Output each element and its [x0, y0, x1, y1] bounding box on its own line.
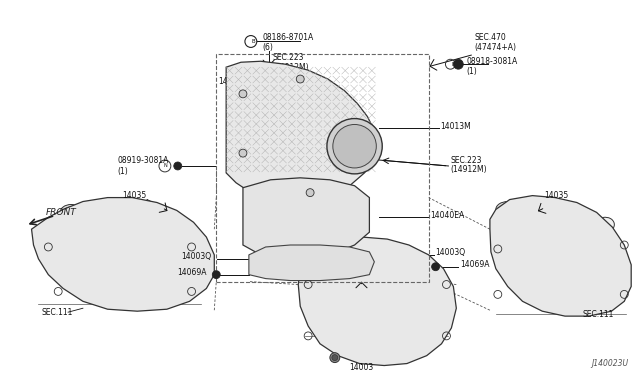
Circle shape [453, 59, 463, 69]
Ellipse shape [315, 254, 335, 270]
Ellipse shape [503, 217, 522, 233]
Text: N: N [163, 163, 167, 169]
Ellipse shape [378, 303, 397, 319]
Circle shape [332, 355, 338, 360]
Text: FRONT: FRONT [45, 208, 76, 217]
Circle shape [239, 90, 247, 98]
Ellipse shape [63, 207, 79, 218]
Text: (14912M): (14912M) [451, 166, 487, 174]
Ellipse shape [503, 267, 522, 283]
Circle shape [330, 353, 340, 363]
Ellipse shape [165, 219, 184, 235]
Ellipse shape [102, 219, 122, 235]
Text: 14003Q: 14003Q [436, 248, 466, 257]
Text: 08919-3081A: 08919-3081A [118, 155, 169, 164]
Ellipse shape [565, 217, 585, 233]
Ellipse shape [60, 205, 82, 220]
Ellipse shape [565, 267, 585, 283]
Ellipse shape [345, 303, 364, 319]
Text: SEC.223: SEC.223 [451, 155, 482, 164]
Polygon shape [243, 178, 369, 259]
Text: 14013M: 14013M [440, 122, 471, 131]
Text: SEC.470: SEC.470 [474, 33, 506, 42]
Circle shape [174, 162, 182, 170]
Polygon shape [490, 196, 631, 316]
Text: SEC.223: SEC.223 [273, 53, 304, 62]
Text: SEC.111: SEC.111 [42, 308, 73, 317]
Text: 08186-8701A: 08186-8701A [262, 33, 314, 42]
Circle shape [431, 263, 440, 271]
Circle shape [306, 189, 314, 196]
Circle shape [327, 119, 382, 174]
Ellipse shape [322, 252, 342, 274]
Ellipse shape [378, 254, 397, 270]
Text: 14003: 14003 [349, 363, 374, 372]
Text: (1): (1) [466, 67, 477, 76]
Ellipse shape [256, 202, 282, 243]
Text: (14912M): (14912M) [273, 62, 309, 72]
Text: B: B [252, 39, 255, 44]
Text: 14003Q: 14003Q [182, 252, 212, 262]
Polygon shape [31, 198, 214, 311]
Circle shape [239, 149, 247, 157]
Text: 14035: 14035 [122, 191, 147, 200]
Ellipse shape [595, 267, 614, 283]
Text: 14035: 14035 [544, 191, 568, 200]
Polygon shape [226, 61, 378, 202]
Ellipse shape [345, 254, 364, 270]
Ellipse shape [534, 267, 554, 283]
Ellipse shape [287, 202, 313, 243]
Circle shape [212, 271, 220, 279]
Bar [216, 54, 429, 282]
Circle shape [333, 125, 376, 168]
Ellipse shape [135, 264, 155, 280]
Polygon shape [249, 245, 374, 280]
Ellipse shape [73, 264, 93, 280]
Text: 14069A: 14069A [177, 268, 206, 277]
Text: (6): (6) [262, 43, 273, 52]
Ellipse shape [595, 217, 614, 233]
Text: 14040E: 14040E [294, 262, 323, 271]
Text: N: N [451, 62, 455, 67]
Text: J140023U: J140023U [591, 359, 628, 368]
Circle shape [296, 75, 304, 83]
Ellipse shape [407, 254, 427, 270]
Text: SEC.111: SEC.111 [583, 310, 614, 319]
Ellipse shape [73, 219, 93, 235]
Ellipse shape [319, 202, 345, 243]
Text: (1): (1) [118, 167, 128, 176]
Ellipse shape [496, 202, 520, 217]
Text: 14040EA: 14040EA [218, 77, 253, 86]
Ellipse shape [135, 219, 155, 235]
Ellipse shape [293, 252, 313, 274]
Ellipse shape [266, 252, 285, 274]
Text: 14040EA: 14040EA [431, 211, 465, 220]
Text: (47474+A): (47474+A) [474, 43, 516, 52]
Ellipse shape [102, 264, 122, 280]
Ellipse shape [165, 264, 184, 280]
Ellipse shape [315, 303, 335, 319]
Text: 14069A: 14069A [460, 260, 490, 269]
Ellipse shape [348, 252, 367, 274]
Ellipse shape [534, 217, 554, 233]
Polygon shape [298, 237, 456, 366]
Text: 08918-3081A: 08918-3081A [466, 57, 518, 66]
Ellipse shape [407, 303, 427, 319]
